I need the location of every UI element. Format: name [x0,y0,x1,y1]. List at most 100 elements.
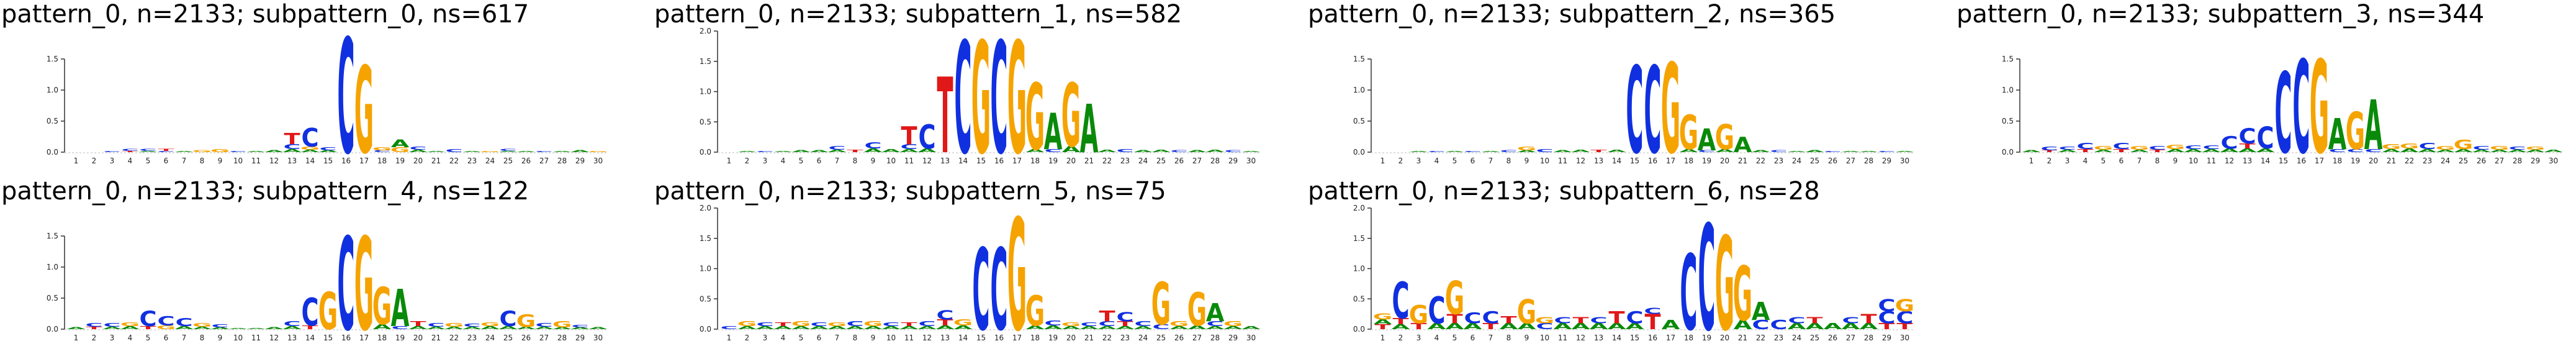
y-tick-label: 2.0 [700,204,711,212]
y-tick-label: 2.0 [700,27,711,35]
logo-letter-A: A [265,327,284,330]
logo-letter-A: A [1590,321,1609,331]
logo-letter-C: C [2364,148,2382,153]
x-tick-label: 3 [2065,157,2070,165]
sequence-logo-chart: pattern_0, n=2133; subpattern_1, ns=582 … [654,0,1260,189]
x-tick-label: 22 [1756,334,1765,342]
logo-letter-G: G [1445,272,1464,325]
x-tick-label: 17 [1666,334,1675,342]
logo-letter-C: C [103,322,120,328]
logo-panel-subpattern-3: pattern_0, n=2133; subpattern_3, ns=344 … [1955,0,2576,183]
logo-letter-C: C [1644,306,1661,316]
logo-panel-subpattern-5: pattern_0, n=2133; subpattern_5, ns=75 0… [653,177,1274,354]
chart-title: pattern_0, n=2133; subpattern_3, ns=344 [1957,0,2484,29]
x-tick-label: 4 [781,157,786,165]
x-tick-label: 2 [745,334,750,342]
logo-letter-A: A [2184,148,2204,153]
logo-letter-A: A [1080,325,1099,330]
x-tick-label: 14 [305,334,315,342]
x-tick-label: 12 [1576,157,1585,165]
x-tick-label: 28 [1210,157,1220,165]
x-tick-label: 30 [1246,157,1256,165]
x-tick-label: 2 [2047,157,2052,165]
logo-letter-C: C [211,324,228,329]
x-tick-label: 30 [1900,157,1909,165]
logo-letter-A: A [1134,325,1153,330]
logo-letter-A: A [2526,149,2546,153]
x-tick-label: 2 [1398,157,1403,165]
logo-letter-T: T [937,57,953,177]
x-tick-label: 6 [2119,157,2124,165]
logo-letter-T: T [901,122,917,151]
logo-letter-C: C [139,148,156,152]
x-tick-label: 27 [2495,157,2504,165]
logo-letter-A: A [1026,148,1045,153]
logo-letter-T: T [937,318,953,328]
logo-letter-C: C [337,211,354,354]
chart-title: pattern_0, n=2133; subpattern_5, ns=75 [654,177,1166,206]
logo-letter-C: C [1206,320,1223,328]
x-tick-label: 6 [1470,334,1475,342]
x-tick-label: 28 [1864,334,1873,342]
logo-letter-T: T [1590,149,1607,153]
x-tick-label: 11 [251,334,261,342]
logo-letter-T: T [1806,315,1823,325]
logo-letter-A: A [1734,318,1752,332]
logo-letter-A: A [810,150,829,153]
plot-area: 0.00.51.01.52.01 2 3 4 5 6 7 8 9 10 11 12 13 14 15 16 17… [700,187,1261,354]
x-tick-label: 23 [1774,157,1783,165]
x-tick-label: 13 [287,334,297,342]
logo-letter-A: A [391,138,410,150]
logo-letter-A: A [1080,91,1099,168]
logo-letter-A: A [864,325,883,330]
x-tick-label: 2 [1398,334,1403,342]
logo-letter-G: G [953,318,973,328]
logo-letter-G: G [1061,66,1081,167]
logo-letter-C: C [1098,320,1115,328]
y-tick-label: 0.0 [47,325,58,334]
y-tick-label: 0.0 [1353,148,1365,157]
x-tick-label: 25 [1156,157,1166,165]
logo-letter-G: G [2094,145,2113,151]
logo-letter-C: C [990,225,1007,354]
logo-letter-A: A [1518,150,1536,153]
logo-letter-C: C [139,306,156,332]
logo-letter-A: A [1698,124,1716,158]
x-tick-label: 8 [1506,157,1511,165]
x-tick-label: 20 [1720,157,1729,165]
logo-panel-subpattern-6: pattern_0, n=2133; subpattern_6, ns=28 0… [1307,177,1927,354]
x-tick-label: 22 [449,157,459,165]
logo-letter-G: G [1661,37,1680,181]
logo-letter-C: C [1536,321,1553,331]
x-tick-label: 28 [557,157,567,165]
x-tick-label: 15 [976,157,986,165]
logo-letter-A: A [463,326,482,330]
logo-letter-T: T [1608,307,1625,327]
logo-letter-A: A [1062,144,1081,154]
logo-letter-C: C [1152,323,1169,331]
logo-panel-subpattern-1: pattern_0, n=2133; subpattern_1, ns=582 … [653,0,1274,189]
logo-letter-A: A [445,326,464,330]
y-tick-label: 1.5 [2002,55,2014,63]
logo-letter-C: C [85,322,102,328]
logo-letter-G: G [516,311,536,330]
x-tick-label: 8 [200,334,205,342]
logo-letter-G: G [372,278,392,337]
x-tick-label: 26 [1828,334,1837,342]
logo-letter-C: C [1626,307,1643,327]
logo-letter-A: A [1608,149,1627,153]
logo-letter-A: A [828,325,847,330]
x-tick-label: 12 [922,157,932,165]
logo-letter-A: A [810,325,829,330]
x-tick-label: 6 [817,157,822,165]
x-tick-label: 11 [1558,157,1567,165]
logo-letter-A: A [1752,298,1770,327]
logo-letter-T: T [1410,321,1427,331]
logo-letter-G: G [1535,315,1554,325]
x-tick-label: 6 [164,157,169,165]
logo-letter-A: A [828,149,847,153]
x-tick-label: 14 [958,157,968,165]
logo-letter-A: A [1098,325,1117,330]
y-tick-label: 1.5 [1353,55,1365,63]
logo-letter-C: C [2238,124,2256,149]
